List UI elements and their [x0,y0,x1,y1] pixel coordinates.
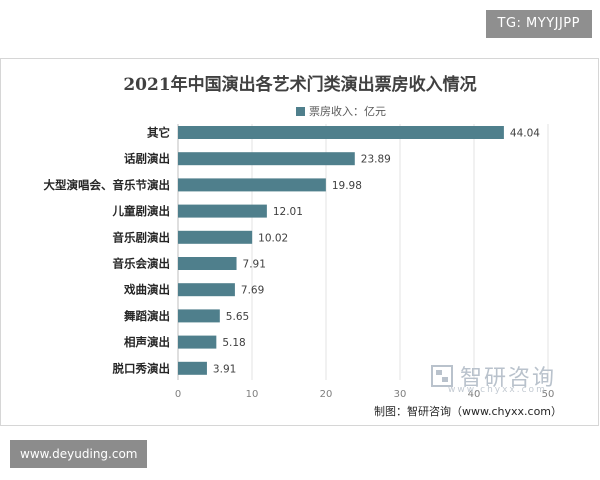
x-tick-label: 0 [175,389,181,400]
x-tick-label: 10 [246,389,259,400]
bar [178,309,220,323]
value-label: 7.69 [241,285,264,297]
value-label: 7.91 [243,259,266,271]
bar [178,204,267,218]
value-label: 23.89 [361,154,391,166]
value-label: 10.02 [258,232,288,244]
x-tick-label: 30 [394,389,407,400]
x-tick-label: 50 [542,389,555,400]
bar [178,283,235,297]
legend: 票房收入：亿元 [296,103,386,119]
value-label: 12.01 [273,206,303,218]
bar [178,178,326,192]
category-label: 话剧演出 [124,152,170,166]
bar [178,257,237,270]
bar [178,126,504,139]
bar [178,361,207,375]
category-label: 脱口秀演出 [113,361,171,375]
bar [178,152,355,166]
chart-frame [0,58,599,426]
value-label: 3.91 [213,363,236,375]
brand-logo-icon [431,365,453,387]
site-badge[interactable]: www.deyuding.com [10,440,148,468]
legend-label: 票房收入：亿元 [309,105,386,118]
category-label: 其它 [147,126,170,140]
category-label: 音乐会演出 [113,257,171,271]
value-label: 44.04 [510,128,540,140]
category-label: 舞蹈演出 [124,309,170,323]
bar [178,335,217,349]
chart-title: 2021年中国演出各艺术门类演出票房收入情况 [123,75,477,95]
legend-swatch [296,106,305,116]
value-label: 5.65 [226,311,249,323]
bar [178,230,253,244]
watermark: 智研咨询 [430,360,556,392]
category-label: 相声演出 [124,335,170,349]
category-label: 音乐剧演出 [113,230,171,244]
category-label: 戏曲演出 [123,283,170,297]
x-tick-label: 20 [320,389,333,400]
category-label: 儿童剧演出 [112,204,171,218]
x-tick-label: 40 [468,389,481,400]
watermark-url: www.chyxx.com [448,385,547,395]
value-label: 19.98 [332,180,362,192]
source-note: 制图：智研咨询（www.chyxx.com） [374,405,563,418]
tg-badge: TG: MYYJJPP [485,10,592,38]
watermark-brand: 智研咨询 [460,366,557,391]
category-label: 大型演唱会、音乐节演出 [44,178,171,192]
value-label: 5.18 [222,337,245,349]
